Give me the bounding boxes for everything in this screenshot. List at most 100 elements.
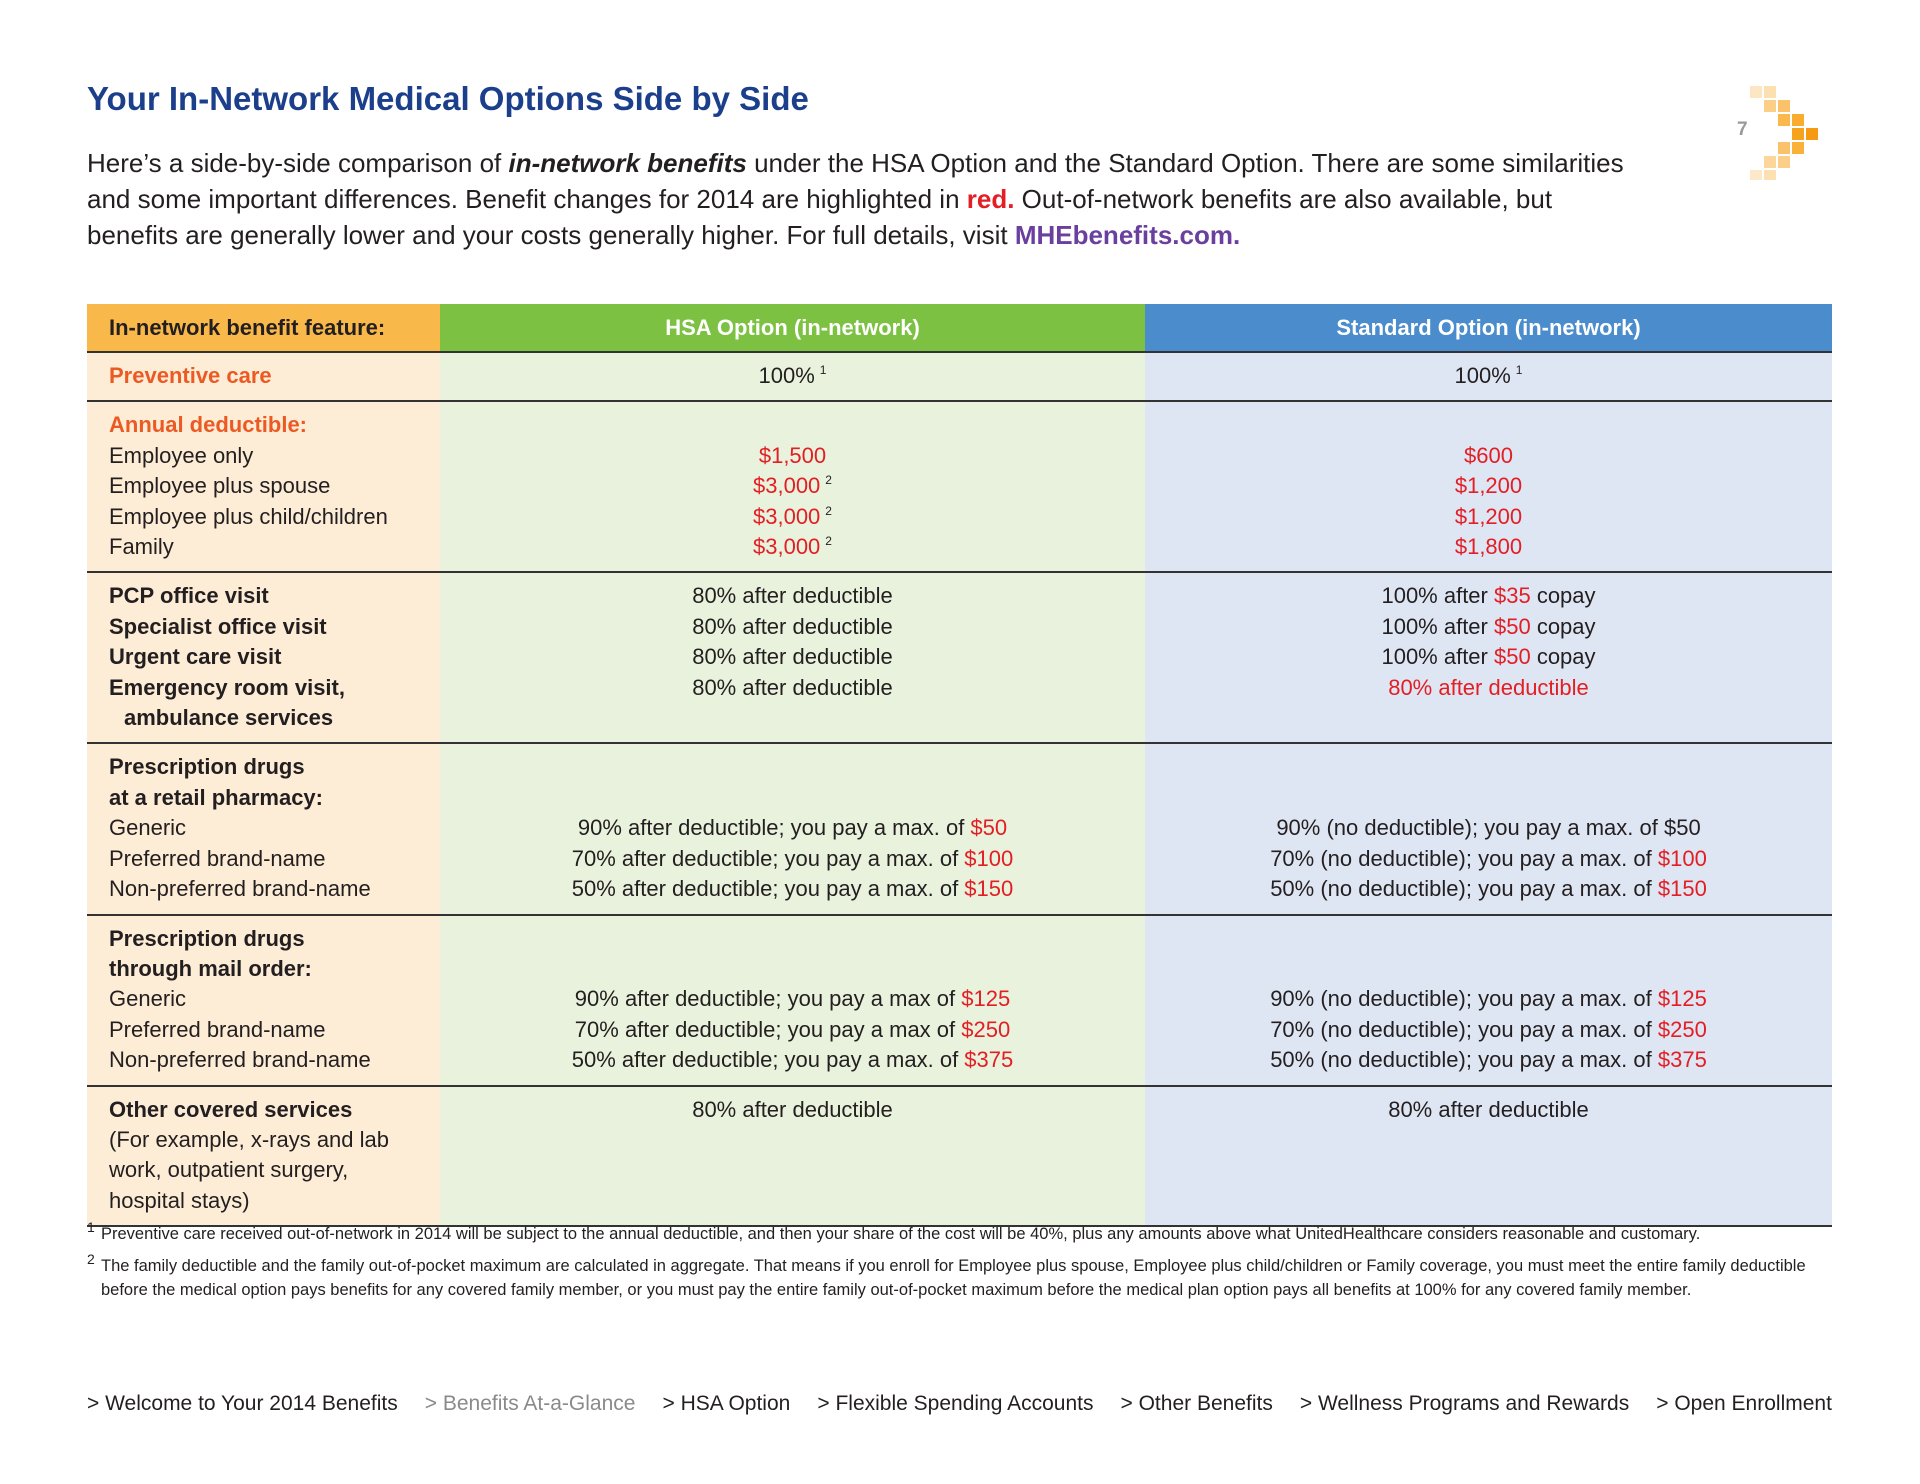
- text: $50: [1493, 644, 1531, 670]
- text: 50% (no deductible); you pay a max. of: [1270, 876, 1658, 902]
- text: 70% (no deductible); you pay a max. of: [1270, 1016, 1658, 1042]
- line: Emergency room visit,: [87, 673, 440, 703]
- text: 100% after: [1381, 583, 1494, 609]
- chevron-squares: [1750, 86, 1818, 180]
- text: 100% after: [1381, 613, 1494, 639]
- label-cell: Employee only: [87, 441, 440, 471]
- table-row: Employee only $1,500 $600: [87, 441, 1832, 471]
- label-cell: Employee plus child/children: [87, 502, 440, 532]
- table-row: Preventive care 100% 1 100% 1: [87, 361, 1832, 391]
- text: 50% after deductible; you pay a max. of: [571, 1047, 965, 1073]
- text: Generic: [109, 986, 187, 1012]
- table-row: Employee plus child/children $3,000 2 $1,20…: [87, 502, 1832, 532]
- nav-link[interactable]: > Open Enrollment: [1656, 1392, 1832, 1415]
- text: 80% after deductible: [692, 583, 893, 609]
- line: 50% after deductible; you pay a max. of …: [440, 874, 1145, 904]
- table-section: PCP office visit 80% after deductible 100%…: [87, 573, 1832, 745]
- footnote-ref: 2: [825, 534, 832, 549]
- text: 50% after deductible; you pay a max. of: [571, 876, 965, 902]
- line: ambulance services: [87, 703, 440, 733]
- footnote: 1 Preventive care received out-of-network…: [87, 1219, 1807, 1246]
- label-cell: Non-preferred brand-name: [87, 874, 440, 904]
- text: 90% (no deductible); you pay a max. of $…: [1276, 815, 1701, 841]
- text: work, outpatient surgery,: [109, 1157, 349, 1183]
- text: red.: [966, 184, 1015, 214]
- section-heading: at a retail pharmacy:: [87, 783, 1832, 813]
- text: Urgent care visit: [109, 644, 282, 670]
- text: $150: [964, 876, 1014, 902]
- line: 90% (no deductible); you pay a max. of $…: [1145, 813, 1832, 843]
- text: 70% (no deductible); you pay a max. of: [1270, 845, 1658, 871]
- label-cell: Non-preferred brand-name: [87, 1045, 440, 1075]
- standard-cell: 90% (no deductible); you pay a max. of $…: [1145, 813, 1832, 843]
- hsa-cell: 80% after deductible: [440, 673, 1145, 734]
- text: 50% (no deductible); you pay a max. of: [1270, 1047, 1658, 1073]
- text: Preventive care: [109, 363, 272, 388]
- text: ambulance services: [124, 705, 334, 731]
- column-header: HSA Option (in-network): [440, 304, 1145, 351]
- nav-link[interactable]: > Welcome to Your 2014 Benefits: [87, 1392, 398, 1415]
- text: 80% after deductible: [692, 674, 893, 700]
- section-heading: Prescription drugs: [87, 924, 1832, 954]
- label-cell: Urgent care visit: [87, 642, 440, 672]
- text: MHEbenefits.com.: [1014, 220, 1241, 250]
- line: Employee only: [87, 441, 440, 471]
- footnote-ref: 1: [819, 363, 827, 377]
- text: 90% after deductible; you pay a max of: [574, 986, 962, 1012]
- nav-link[interactable]: > Benefits At-a-Glance: [424, 1392, 636, 1415]
- text: $50: [970, 815, 1008, 841]
- text: Employee plus child/children: [109, 503, 388, 529]
- line: 50% after deductible; you pay a max. of …: [440, 1045, 1145, 1075]
- page-number: 7: [1737, 119, 1748, 140]
- footnote-marker: 2: [87, 1251, 95, 1267]
- line: 80% after deductible: [440, 612, 1145, 642]
- table-row: Emergency room visit, ambulance services 8…: [87, 673, 1832, 734]
- standard-cell: 100% 1: [1145, 361, 1832, 391]
- standard-cell: 100% after $50 copay: [1145, 642, 1832, 672]
- nav-link[interactable]: > Other Benefits: [1120, 1392, 1273, 1415]
- text: $100: [964, 845, 1014, 871]
- table-section: Annual deductible: Employee only $1,500 $60…: [87, 402, 1832, 574]
- line: PCP office visit: [87, 581, 440, 611]
- nav-link[interactable]: > Flexible Spending Accounts: [817, 1392, 1094, 1415]
- line: 80% after deductible: [440, 1095, 1145, 1125]
- line: Preventive care: [87, 361, 440, 391]
- line: 90% after deductible; you pay a max of $…: [440, 984, 1145, 1014]
- table-section: Prescription drugs at a retail pharmacy: G…: [87, 744, 1832, 916]
- label-cell: through mail order:: [87, 954, 440, 984]
- line: $600: [1145, 441, 1832, 471]
- line: $3,000 2: [440, 502, 1145, 532]
- text: copay: [1530, 583, 1596, 609]
- hsa-cell: $3,000 2: [440, 471, 1145, 501]
- standard-cell: 100% after $35 copay: [1145, 581, 1832, 611]
- line: 100% after $35 copay: [1145, 581, 1832, 611]
- text: $50: [1493, 613, 1531, 639]
- text: $1,500: [758, 442, 827, 468]
- nav-link[interactable]: > HSA Option: [662, 1392, 791, 1415]
- column-header: Standard Option (in-network): [1145, 304, 1832, 351]
- line: hospital stays): [87, 1186, 440, 1216]
- line: $1,800: [1145, 532, 1832, 562]
- standard-cell: 90% (no deductible); you pay a max. of $…: [1145, 984, 1832, 1014]
- text: 100%: [1454, 363, 1511, 388]
- table-section: Preventive care 100% 1 100% 1: [87, 353, 1832, 403]
- label-cell: Family: [87, 532, 440, 562]
- line: 80% after deductible: [1145, 673, 1832, 703]
- line: Non-preferred brand-name: [87, 1045, 440, 1075]
- standard-cell: $1,200: [1145, 471, 1832, 501]
- table-row: Other covered services (For example, x-ra…: [87, 1095, 1832, 1217]
- table-row: Generic 90% after deductible; you pay a m…: [87, 813, 1832, 843]
- chevron-logo: [1750, 86, 1818, 180]
- nav-link[interactable]: > Wellness Programs and Rewards: [1299, 1392, 1630, 1415]
- table-row: Non-preferred brand-name 50% after deduct…: [87, 1045, 1832, 1075]
- text: 80% after deductible: [1388, 1096, 1589, 1122]
- table-row: Preferred brand-name 70% after deductible…: [87, 1015, 1832, 1045]
- hsa-cell: 80% after deductible: [440, 642, 1145, 672]
- nav-bar: > Welcome to Your 2014 Benefits > Benefit…: [87, 1392, 1832, 1416]
- line: Non-preferred brand-name: [87, 874, 440, 904]
- line: through mail order:: [87, 954, 440, 984]
- text: $1,200: [1454, 503, 1523, 529]
- text: copay: [1530, 644, 1596, 670]
- label-cell: Generic: [87, 813, 440, 843]
- line: 90% (no deductible); you pay a max. of $…: [1145, 984, 1832, 1014]
